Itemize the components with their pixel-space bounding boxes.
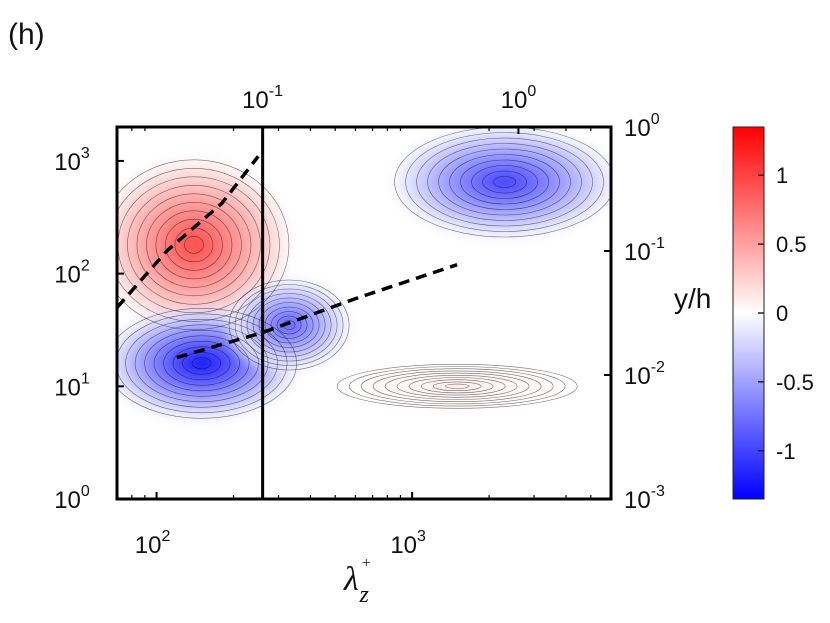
field-band (445, 384, 470, 389)
contour-line (191, 357, 212, 370)
top-tick-label: 10-1 (242, 83, 283, 114)
contour-line (408, 377, 506, 396)
contour-line (155, 210, 233, 280)
contour-line (471, 165, 538, 199)
field-band (192, 357, 212, 369)
contour-line (336, 364, 578, 409)
contour-line (117, 308, 297, 419)
y-tick-label: 100 (54, 483, 90, 514)
y-tick-label: 103 (54, 145, 90, 176)
colorbar-tick-label: -1 (776, 439, 796, 464)
contour-line (444, 383, 470, 389)
right-tick-label: 100 (624, 111, 660, 142)
contour-line (416, 137, 593, 227)
contour-line (117, 168, 280, 322)
bottom-axis: 102 103 (131, 127, 592, 559)
contour-line (396, 375, 518, 398)
contour-line (125, 319, 278, 408)
contour-line (136, 193, 252, 297)
field-band (184, 236, 204, 254)
right-tick-label: 10-2 (624, 359, 665, 390)
contour-line (153, 335, 250, 392)
dashed-trend-line-2 (176, 263, 458, 360)
x-axis-title: λ + z (343, 555, 372, 608)
colorbar-tick-label: -0.5 (776, 370, 814, 395)
contour-line (240, 288, 338, 362)
contour-line (460, 159, 549, 205)
x-tick-label: 102 (135, 528, 171, 559)
y-tick-label: 101 (54, 370, 90, 401)
colorbar-tick-label: 0 (776, 301, 788, 326)
contour-line (117, 159, 290, 331)
contour-line (134, 324, 269, 403)
right-tick-label: 10-1 (624, 235, 665, 266)
contour-line (420, 379, 494, 394)
plot-frame (115, 125, 613, 501)
contour-line (427, 143, 582, 221)
contour-line (144, 330, 259, 397)
colorbar-axis: 1 0.5 0 -0.5 -1 (758, 163, 814, 464)
contour-line (384, 372, 530, 400)
contour-line (493, 176, 516, 188)
contour-line (184, 236, 204, 254)
panel-label: (h) (8, 18, 45, 51)
contour-line (438, 148, 571, 216)
y-tick-label: 102 (54, 258, 90, 289)
contour-field (117, 127, 611, 419)
contour-line (182, 352, 221, 375)
right-tick-label: 10-3 (624, 483, 665, 514)
contour-line (449, 154, 560, 210)
contour-line (163, 341, 240, 386)
contour-line (228, 279, 350, 371)
contour-line (146, 202, 242, 288)
right-axis-title: y/h (674, 283, 711, 314)
contour-line (270, 311, 308, 339)
contour-line (276, 315, 302, 335)
field-band (493, 176, 516, 188)
contour-line (432, 381, 482, 392)
contour-line (258, 302, 320, 348)
top-tick-label: 100 (501, 83, 537, 114)
contour-line (234, 284, 344, 366)
right-axis: 10-3 10-2 10-1 100 (604, 111, 665, 514)
x-tick-label: 103 (390, 528, 426, 559)
contour-line (127, 185, 261, 305)
contour-line (372, 370, 542, 403)
contour-line (482, 170, 527, 194)
contour-line (117, 313, 288, 414)
dashed-trend-line-1 (115, 155, 260, 309)
contour-line (246, 293, 332, 357)
contour-line (252, 297, 326, 353)
top-axis: 10-1 100 (242, 83, 536, 134)
contour-line (264, 306, 314, 344)
contour-line (165, 219, 223, 271)
colorbar-tick-label: 0.5 (776, 232, 807, 257)
colorbar-tick-label: 1 (776, 163, 788, 188)
contour-line (405, 132, 604, 232)
contour-line (360, 368, 554, 405)
contour-line (348, 366, 566, 407)
left-axis: 100 101 102 103 (54, 145, 124, 514)
contour-line (172, 346, 231, 381)
